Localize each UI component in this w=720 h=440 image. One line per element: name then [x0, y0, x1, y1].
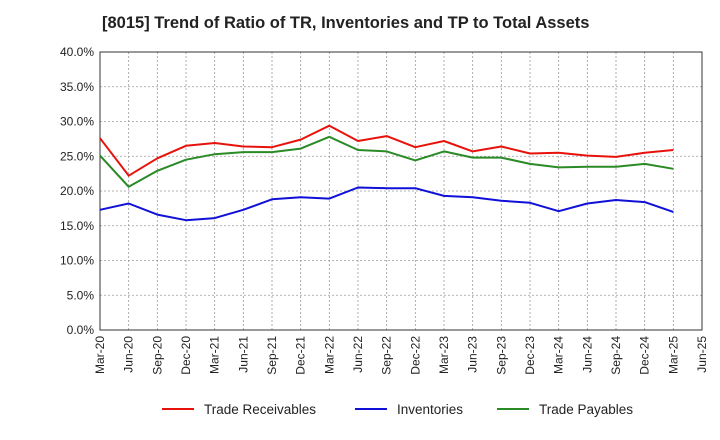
x-tick-label: Jun-25: [695, 336, 709, 373]
x-tick-label: Jun-20: [122, 336, 136, 373]
x-tick-label: Mar-24: [552, 336, 566, 374]
x-tick-label: Dec-20: [179, 336, 193, 375]
x-tick-label: Jun-22: [351, 336, 365, 373]
x-tick-label: Dec-21: [294, 336, 308, 375]
x-tick-label: Mar-20: [93, 336, 107, 374]
y-tick-label: 25.0%: [60, 149, 94, 163]
x-tick-label: Sep-20: [150, 336, 164, 375]
x-tick-label: Jun-24: [580, 336, 594, 373]
x-tick-label: Mar-22: [322, 336, 336, 374]
x-tick-label: Sep-23: [494, 336, 508, 375]
x-tick-label: Sep-22: [380, 336, 394, 375]
y-tick-label: 35.0%: [60, 80, 94, 94]
x-tick-label: Dec-24: [638, 336, 652, 375]
legend-label: Trade Receivables: [204, 402, 316, 417]
y-tick-label: 5.0%: [67, 288, 95, 302]
series-line-inventories: [99, 186, 674, 222]
x-tick-label: Mar-25: [666, 336, 680, 374]
plot-frame: [99, 51, 703, 331]
chart-title: [8015] Trend of Ratio of TR, Inventories…: [102, 14, 590, 32]
y-tick-label: 20.0%: [60, 184, 94, 198]
legend: Trade Receivables Inventories Trade Payabl…: [162, 402, 633, 417]
series-lines: [99, 124, 674, 222]
grid: [100, 52, 702, 330]
x-tick-label: Dec-22: [408, 336, 422, 375]
y-tick-label: 15.0%: [60, 219, 94, 233]
series-line-trade-receivables: [99, 124, 674, 177]
x-tick-label: Sep-21: [265, 336, 279, 375]
x-tick-label: Dec-23: [523, 336, 537, 375]
y-tick-label: 0.0%: [67, 323, 95, 337]
x-tick-label: Jun-21: [236, 336, 250, 373]
y-tick-label: 30.0%: [60, 115, 94, 129]
legend-label: Trade Payables: [539, 402, 633, 417]
y-tick-label: 40.0%: [60, 45, 94, 59]
legend-label: Inventories: [397, 402, 463, 417]
x-tick-label: Mar-21: [208, 336, 222, 374]
x-tick-label: Jun-23: [466, 336, 480, 373]
y-tick-label: 10.0%: [60, 254, 94, 268]
x-tick-label: Sep-24: [609, 336, 623, 375]
x-tick-label: Mar-23: [437, 336, 451, 374]
axes: 0.0% 5.0% 10.0% 15.0% 20.0% 25.0% 30.0% 35.0% 40…: [60, 45, 709, 375]
series-line-trade-payables: [99, 135, 674, 188]
